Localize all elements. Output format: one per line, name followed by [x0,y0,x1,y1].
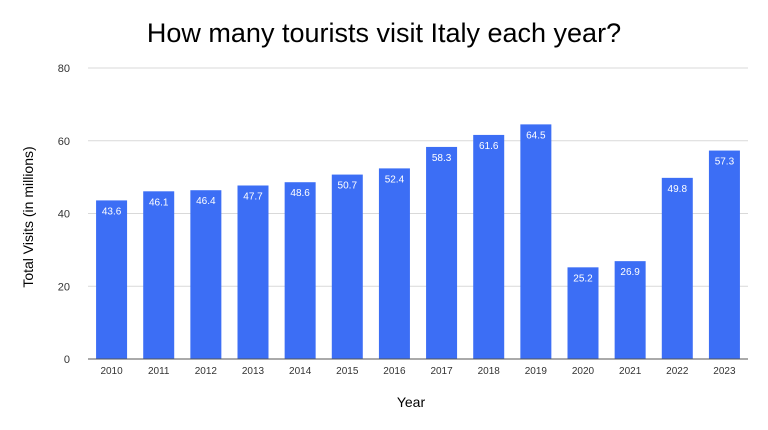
y-tick-label: 80 [58,63,70,75]
y-tick-label: 40 [58,209,70,221]
data-label-2015: 50.7 [338,181,358,192]
bar-2014 [284,182,316,359]
bar-2015 [331,174,363,359]
data-label-2012: 46.4 [196,196,216,207]
x-axis-title: Year [397,394,426,410]
x-tick-label: 2022 [666,366,689,377]
x-tick-label: 2014 [289,366,312,377]
data-label-2016: 52.4 [385,174,405,185]
x-tick-label: 2019 [525,366,548,377]
x-axis-ticks: 2010 2011 2012 2013 2014 2015 2016 2017 2018 2019… [100,366,736,377]
data-label-2010: 43.6 [102,206,122,217]
x-tick-label: 2012 [195,366,218,377]
data-label-2017: 58.3 [432,153,452,164]
bar-2021 [614,261,646,359]
y-tick-label: 0 [64,354,70,366]
data-label-2011: 46.1 [149,197,169,208]
y-axis-ticks: 0 20 40 60 80 [58,63,70,366]
bar-2017 [426,146,458,359]
bar-2020 [567,267,599,359]
x-tick-label: 2020 [572,366,595,377]
bar-2019 [520,124,552,359]
x-tick-label: 2023 [713,366,736,377]
y-axis-title: Total Visits (in millions) [20,146,36,287]
y-tick-label: 60 [58,136,70,148]
x-tick-label: 2011 [148,366,170,377]
gridlines [88,67,748,287]
data-labels: 43.6 46.1 46.4 47.7 48.6 50.7 52.4 58.3 61.6 64.5… [102,130,735,284]
x-tick-label: 2015 [336,366,359,377]
data-label-2021: 26.9 [620,267,640,278]
x-tick-label: 2018 [478,366,501,377]
data-label-2014: 48.6 [290,188,310,199]
bar-2013 [237,185,269,359]
y-tick-label: 20 [58,281,70,293]
bar-2022 [661,177,693,359]
data-label-2023: 57.3 [715,157,735,168]
x-tick-label: 2016 [383,366,406,377]
data-label-2013: 47.7 [243,191,263,202]
bar-2023 [708,150,740,359]
data-label-2022: 49.8 [668,184,688,195]
bar-2012 [190,190,222,359]
bar-2011 [143,191,175,359]
data-label-2019: 64.5 [526,130,546,141]
bar-2010 [96,200,128,359]
data-label-2020: 25.2 [573,273,593,284]
x-tick-label: 2021 [619,366,642,377]
bar-2018 [473,134,505,359]
x-tick-label: 2013 [242,366,265,377]
data-label-2018: 61.6 [479,141,499,152]
bar-2016 [378,168,410,359]
chart-title: How many tourists visit Italy each year? [146,18,622,48]
x-tick-label: 2010 [100,366,123,377]
x-tick-label: 2017 [430,366,453,377]
bars [96,124,740,359]
